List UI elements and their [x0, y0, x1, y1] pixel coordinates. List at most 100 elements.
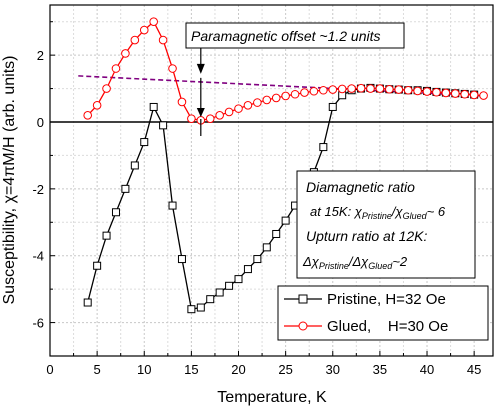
axes [49, 4, 494, 357]
data-point [460, 89, 470, 99]
offset-arrow [196, 48, 205, 136]
data-point [149, 17, 158, 27]
data-point [111, 64, 121, 73]
data-point [385, 84, 394, 94]
data-point [271, 93, 281, 103]
ratio-line-2-sub2: Glued [403, 211, 428, 221]
ratio-box [296, 170, 476, 279]
data-point [328, 102, 337, 111]
ratio-line-4-sub2: Glued [368, 261, 393, 271]
data-point [272, 229, 281, 238]
ratio-line-1: Diamagnetic ratio [306, 179, 415, 195]
data-point [347, 84, 356, 93]
ratio-line-2: at 15K: χPristine/χGlued~ 6 [310, 204, 446, 221]
x-tick-label: 20 [231, 362, 245, 377]
ratio-line-3: Upturn ratio at 12K: [306, 228, 428, 244]
ratio-line-4: ΔχPristine/ΔχGlued~2 [302, 254, 408, 271]
x-tick-label: 45 [467, 362, 481, 377]
data-point [225, 281, 234, 290]
data-point [441, 88, 451, 98]
data-point [130, 161, 139, 170]
data-point [243, 100, 253, 110]
data-point [375, 84, 385, 93]
data-point [253, 98, 262, 107]
y-tick-label: -6 [32, 316, 44, 331]
data-point [130, 35, 140, 45]
data-point [187, 114, 196, 123]
ratio-line-2-mid: /χ [391, 204, 404, 219]
data-point [206, 295, 215, 304]
data-point [168, 64, 177, 73]
data-point [139, 25, 149, 35]
ratio-line-2-sub1: Pristine [362, 211, 392, 221]
data-point [328, 85, 338, 94]
x-tick-label: 15 [184, 362, 198, 377]
data-point [337, 84, 347, 94]
data-point [177, 97, 187, 107]
x-axis-ticks: 0 5 10 15 20 25 30 35 40 45 [46, 351, 481, 377]
x-tick-label: 30 [326, 362, 340, 377]
legend-label-pristine: Pristine, H=32 Oe [327, 291, 446, 308]
data-point [262, 243, 271, 252]
data-point [469, 90, 479, 100]
data-point [224, 107, 234, 117]
data-point [422, 87, 432, 96]
data-point [479, 91, 488, 100]
data-point [93, 261, 102, 270]
data-point [168, 201, 177, 210]
offset-label-box [185, 22, 405, 49]
data-point [102, 84, 111, 93]
y-tick-label: -4 [32, 249, 44, 264]
data-point [243, 265, 252, 274]
data-series [83, 17, 488, 314]
ratio-line-2-suffix: ~ 6 [427, 204, 446, 219]
y-axis-title: Susceptibility, χ=4πM/H (arb. units) [1, 56, 18, 305]
data-point [300, 88, 309, 97]
x-tick-label: 5 [94, 362, 101, 377]
ratio-line-4-mid: /Δχ [348, 254, 369, 269]
legend-label-glued: Glued, H=30 Oe [327, 318, 448, 335]
data-point [111, 208, 120, 217]
data-point [281, 216, 290, 225]
ratio-line-4-suffix: ~2 [392, 254, 408, 269]
x-tick-label: 0 [46, 362, 53, 377]
x-tick-label: 35 [373, 362, 387, 377]
data-point [281, 91, 290, 101]
data-point [158, 35, 168, 45]
data-point [290, 89, 300, 99]
data-point [187, 305, 196, 314]
y-axis-ticks: -6 -4 -2 0 2 [32, 21, 55, 357]
legend-box [277, 285, 489, 341]
data-point [309, 86, 319, 96]
y-tick-label: -2 [32, 182, 44, 197]
x-axis-title: Temperature, K [217, 389, 327, 406]
data-point [319, 85, 328, 95]
data-point [215, 111, 224, 120]
data-point [432, 87, 441, 97]
offset-arrow-head-down [196, 63, 205, 74]
data-point [234, 104, 243, 113]
y-tick-label: 2 [37, 48, 44, 63]
data-point [450, 89, 460, 98]
plot-frame [49, 4, 494, 357]
legend: Pristine, H=32 Oe Glued, H=30 Oe [277, 285, 489, 341]
data-point [121, 49, 130, 58]
data-point [413, 86, 422, 96]
data-point [149, 102, 158, 111]
ratio-line-4-sub1: Pristine [319, 261, 349, 271]
data-point [159, 121, 168, 130]
data-point [394, 85, 404, 94]
data-point [356, 83, 366, 93]
data-point [196, 303, 205, 312]
data-point [366, 84, 375, 93]
data-point [83, 298, 92, 307]
ratio-line-4-prefix: Δχ [302, 254, 320, 269]
data-point [253, 255, 262, 264]
data-point [83, 111, 93, 120]
data-point [234, 275, 243, 284]
data-point [205, 114, 215, 123]
x-tick-label: 10 [137, 362, 151, 377]
x-tick-label: 40 [420, 362, 434, 377]
data-point [319, 143, 328, 152]
